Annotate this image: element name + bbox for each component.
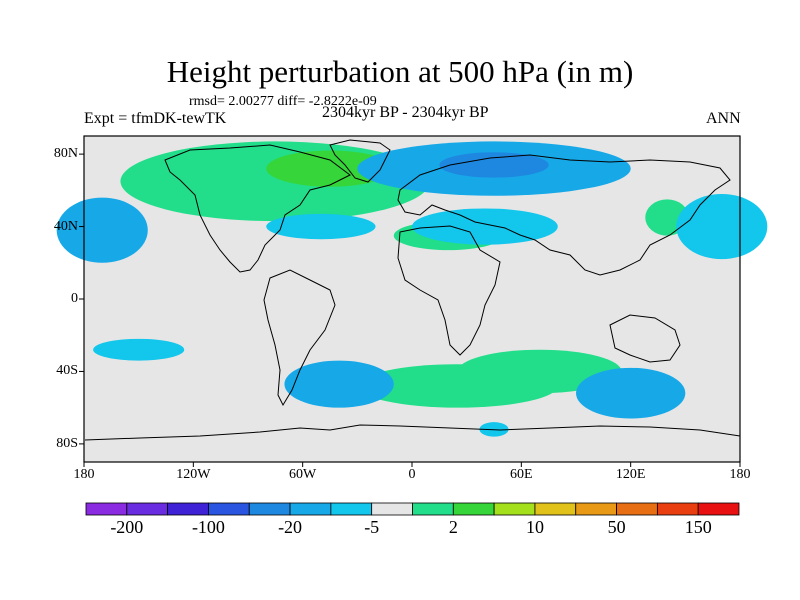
colorbar-label: -100 [191, 517, 225, 537]
experiment-label: Expt = tfmDK-tewTK [84, 110, 227, 127]
colorbar-label: -5 [364, 517, 380, 537]
lat-tick-label: 40N [53, 218, 78, 234]
colorbar-label: -20 [278, 517, 303, 537]
region-positive-indian-ocean [457, 349, 622, 394]
colorbar-swatch [493, 502, 536, 516]
lat-tick-label: 80S [56, 435, 78, 451]
colorbar-swatch [85, 502, 128, 516]
coastline-greenland [329, 139, 391, 183]
colorbar-label: -200 [110, 517, 144, 537]
coastline-antarctica [84, 424, 741, 441]
colorbar-swatch [412, 502, 454, 516]
lat-tick-label: 40S [56, 363, 78, 379]
region-negative-south-pacific [93, 338, 185, 361]
colorbar-swatch [697, 502, 740, 516]
period-label: 2304kyr BP - 2304kyr BP [322, 104, 489, 121]
lon-tick-label: 60E [510, 467, 533, 482]
region-negative-south-atlantic [284, 360, 394, 408]
colorbar-swatch [616, 502, 658, 516]
colorbar-swatch [289, 502, 332, 516]
lat-tick-label: 0 [71, 291, 78, 306]
region-negative-southern-indian [576, 367, 686, 419]
colorbar-swatch [534, 502, 577, 516]
colorbar-swatch [656, 502, 699, 516]
lon-tick-label: 0 [408, 467, 416, 482]
map-title: Height perturbation at 500 hPa (in m) [166, 54, 634, 89]
region-positive-greenland-core [266, 150, 394, 187]
colorbar-swatch [575, 502, 617, 516]
colorbar-label: 2 [448, 517, 458, 537]
coastline-eurasia [397, 154, 731, 276]
coastline-south-america [263, 269, 336, 407]
coastline-australia [609, 314, 681, 363]
colorbar-swatch [452, 502, 495, 516]
colorbar-swatch [330, 502, 373, 516]
lon-tick-label: 120E [615, 467, 646, 482]
lon-tick-label: 180 [729, 467, 751, 482]
coastline-africa [397, 225, 501, 356]
region-negative-western-europe [412, 208, 558, 245]
lon-tick-label: 180 [73, 467, 95, 482]
colorbar-label: 10 [525, 517, 544, 537]
statistics-label: rmsd= 2.00277 diff= -2.8222e-09 [189, 94, 377, 109]
colorbar-swatch [208, 502, 250, 516]
coastline-north-america [164, 144, 351, 273]
colorbar-swatch [167, 502, 209, 516]
colorbar-swatch [371, 502, 413, 516]
season-label: ANN [706, 110, 741, 127]
region-negative-nw-pacific [676, 193, 768, 260]
colorbar-label: 150 [684, 517, 712, 537]
colorbar-swatch [126, 502, 169, 516]
region-negative-arctic-core [439, 152, 549, 178]
lon-tick-label: 60W [289, 467, 317, 482]
region-negative-north-pacific [56, 197, 148, 263]
colorbar-swatch [248, 502, 291, 516]
colorbar-label: 50 [607, 517, 626, 537]
region-negative-mid-atlantic [266, 213, 376, 240]
lon-tick-label: 120W [176, 467, 211, 482]
lat-tick-label: 80N [53, 146, 78, 162]
